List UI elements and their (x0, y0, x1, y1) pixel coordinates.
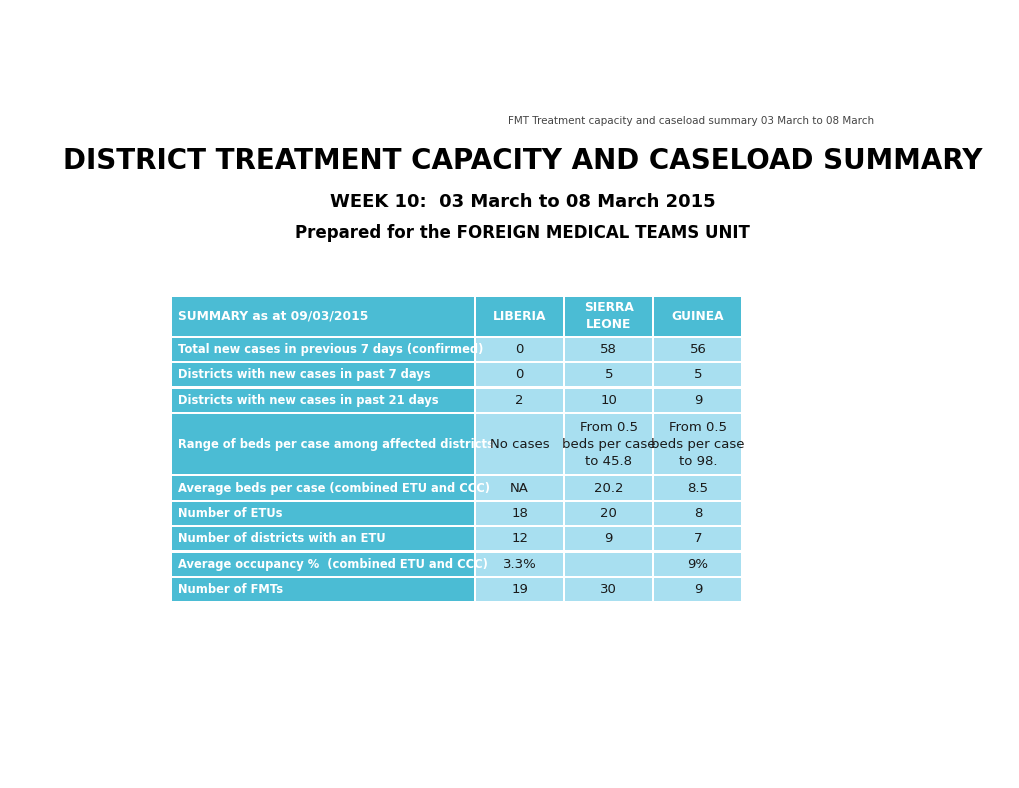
Text: 10: 10 (600, 394, 616, 407)
Text: From 0.5
beds per case
to 45.8: From 0.5 beds per case to 45.8 (561, 421, 655, 467)
Bar (171, 338, 474, 361)
Text: SIERRA
LEONE: SIERRA LEONE (583, 301, 633, 331)
Text: Districts with new cases in past 7 days: Districts with new cases in past 7 days (177, 368, 430, 381)
Bar (476, 578, 562, 601)
Text: Total new cases in previous 7 days (confirmed): Total new cases in previous 7 days (conf… (177, 343, 483, 356)
Text: 20: 20 (600, 507, 616, 520)
Bar (565, 414, 651, 474)
Bar (476, 388, 562, 412)
Text: Average beds per case (combined ETU and CCC): Average beds per case (combined ETU and … (177, 481, 489, 495)
Bar (565, 527, 651, 550)
Text: 2: 2 (515, 394, 524, 407)
Bar (565, 502, 651, 525)
Text: NA: NA (510, 481, 529, 495)
Bar (171, 388, 474, 412)
Bar (654, 414, 741, 474)
Text: 12: 12 (511, 533, 528, 545)
Text: GUINEA: GUINEA (671, 310, 723, 323)
Bar (654, 477, 741, 500)
Text: 0: 0 (515, 343, 524, 356)
Bar (476, 338, 562, 361)
Bar (171, 578, 474, 601)
Bar (654, 388, 741, 412)
Text: Number of FMTs: Number of FMTs (177, 583, 282, 597)
Text: 30: 30 (600, 583, 616, 597)
Bar (565, 363, 651, 386)
Text: 5: 5 (604, 368, 612, 381)
Bar (654, 578, 741, 601)
Bar (654, 338, 741, 361)
Text: 9: 9 (693, 583, 701, 597)
Text: 8: 8 (693, 507, 701, 520)
Text: 8.5: 8.5 (687, 481, 708, 495)
Text: 9: 9 (693, 394, 701, 407)
Bar (565, 388, 651, 412)
Text: 5: 5 (693, 368, 701, 381)
Bar (171, 527, 474, 550)
Text: Districts with new cases in past 21 days: Districts with new cases in past 21 days (177, 394, 438, 407)
Text: 0: 0 (515, 368, 524, 381)
Bar (171, 414, 474, 474)
Text: 20.2: 20.2 (593, 481, 623, 495)
Bar (476, 552, 562, 576)
Text: DISTRICT TREATMENT CAPACITY AND CASELOAD SUMMARY: DISTRICT TREATMENT CAPACITY AND CASELOAD… (63, 147, 981, 175)
Bar (654, 552, 741, 576)
Text: Average occupancy %  (combined ETU and CCC): Average occupancy % (combined ETU and CC… (177, 558, 487, 571)
Text: 9: 9 (604, 533, 612, 545)
Bar (565, 552, 651, 576)
Text: LIBERIA: LIBERIA (492, 310, 546, 323)
Text: 19: 19 (511, 583, 528, 597)
Bar (476, 297, 562, 336)
Bar (565, 338, 651, 361)
Text: SUMMARY as at 09/03/2015: SUMMARY as at 09/03/2015 (177, 310, 368, 323)
Bar (565, 477, 651, 500)
Text: Number of ETUs: Number of ETUs (177, 507, 282, 520)
Bar (654, 297, 741, 336)
Bar (654, 502, 741, 525)
Text: Number of districts with an ETU: Number of districts with an ETU (177, 533, 385, 545)
Bar (476, 414, 562, 474)
Text: WEEK 10:  03 March to 08 March 2015: WEEK 10: 03 March to 08 March 2015 (329, 193, 715, 211)
Bar (171, 363, 474, 386)
Text: From 0.5
beds per case
to 98.: From 0.5 beds per case to 98. (650, 421, 744, 467)
Bar (476, 477, 562, 500)
Text: Prepared for the FOREIGN MEDICAL TEAMS UNIT: Prepared for the FOREIGN MEDICAL TEAMS U… (296, 224, 749, 242)
Text: 18: 18 (511, 507, 528, 520)
Bar (565, 578, 651, 601)
Text: 58: 58 (600, 343, 616, 356)
Text: FMT Treatment capacity and caseload summary 03 March to 08 March: FMT Treatment capacity and caseload summ… (507, 116, 873, 126)
Text: No cases: No cases (489, 437, 549, 451)
Bar (654, 363, 741, 386)
Bar (171, 297, 474, 336)
Text: Range of beds per case among affected districts: Range of beds per case among affected di… (177, 437, 493, 451)
Text: 56: 56 (689, 343, 705, 356)
Bar (476, 527, 562, 550)
Bar (476, 502, 562, 525)
Bar (565, 297, 651, 336)
Bar (171, 477, 474, 500)
Text: 9%: 9% (687, 558, 708, 571)
Bar (171, 552, 474, 576)
Bar (654, 527, 741, 550)
Bar (171, 502, 474, 525)
Bar (476, 363, 562, 386)
Text: 3.3%: 3.3% (502, 558, 536, 571)
Text: 7: 7 (693, 533, 701, 545)
